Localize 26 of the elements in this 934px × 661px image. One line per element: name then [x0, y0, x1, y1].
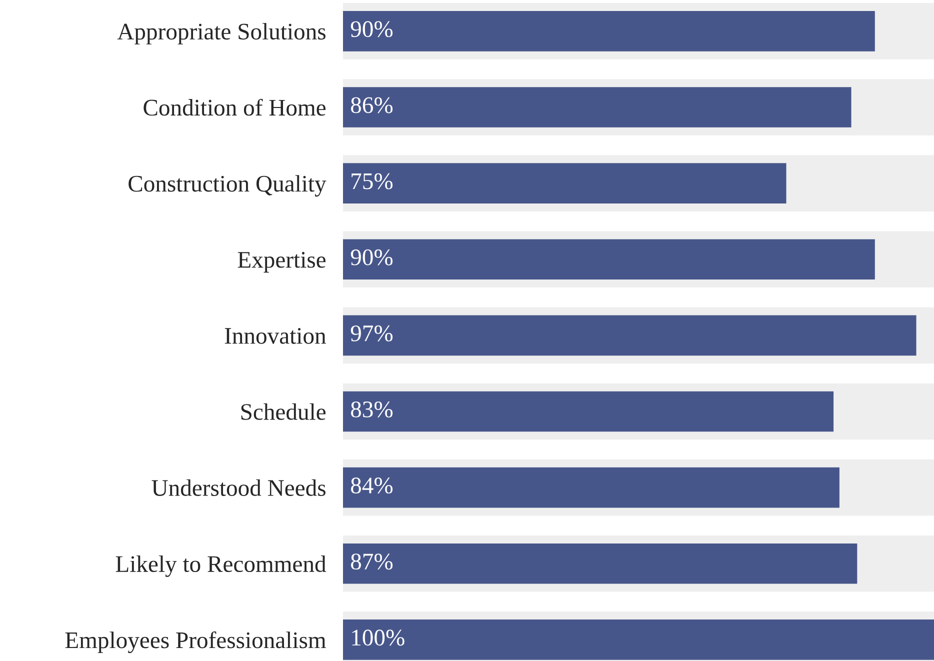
bar: [343, 11, 875, 52]
y-tick-label: Employees Professionalism: [65, 631, 326, 654]
y-tick-label: Likely to Recommend: [116, 555, 326, 577]
y-tick-label: Construction Quality: [128, 175, 326, 197]
data-label: 97%: [350, 325, 393, 342]
bar: [343, 391, 834, 432]
y-tick-label: Appropriate Solutions: [117, 22, 326, 44]
data-label: 75%: [352, 173, 393, 190]
y-tick-label: Condition of Home: [144, 98, 326, 116]
bar: [343, 87, 852, 128]
y-tick-label: Innovation: [224, 328, 326, 344]
data-label: 86%: [350, 97, 393, 114]
bar: [343, 467, 840, 508]
data-label: 90%: [350, 249, 393, 266]
y-tick-label: Schedule: [241, 403, 326, 420]
data-label: 100%: [352, 630, 404, 646]
data-label: 84%: [350, 478, 393, 494]
bar: [343, 163, 786, 204]
y-tick-label: Expertise: [238, 252, 326, 273]
data-label: 83%: [350, 401, 393, 418]
y-tick-label: Understood Needs: [152, 479, 326, 496]
data-label: 87%: [350, 554, 393, 570]
bar: [343, 315, 916, 356]
data-label: 90%: [350, 21, 393, 38]
bar: [343, 543, 858, 584]
bar: [343, 239, 875, 280]
